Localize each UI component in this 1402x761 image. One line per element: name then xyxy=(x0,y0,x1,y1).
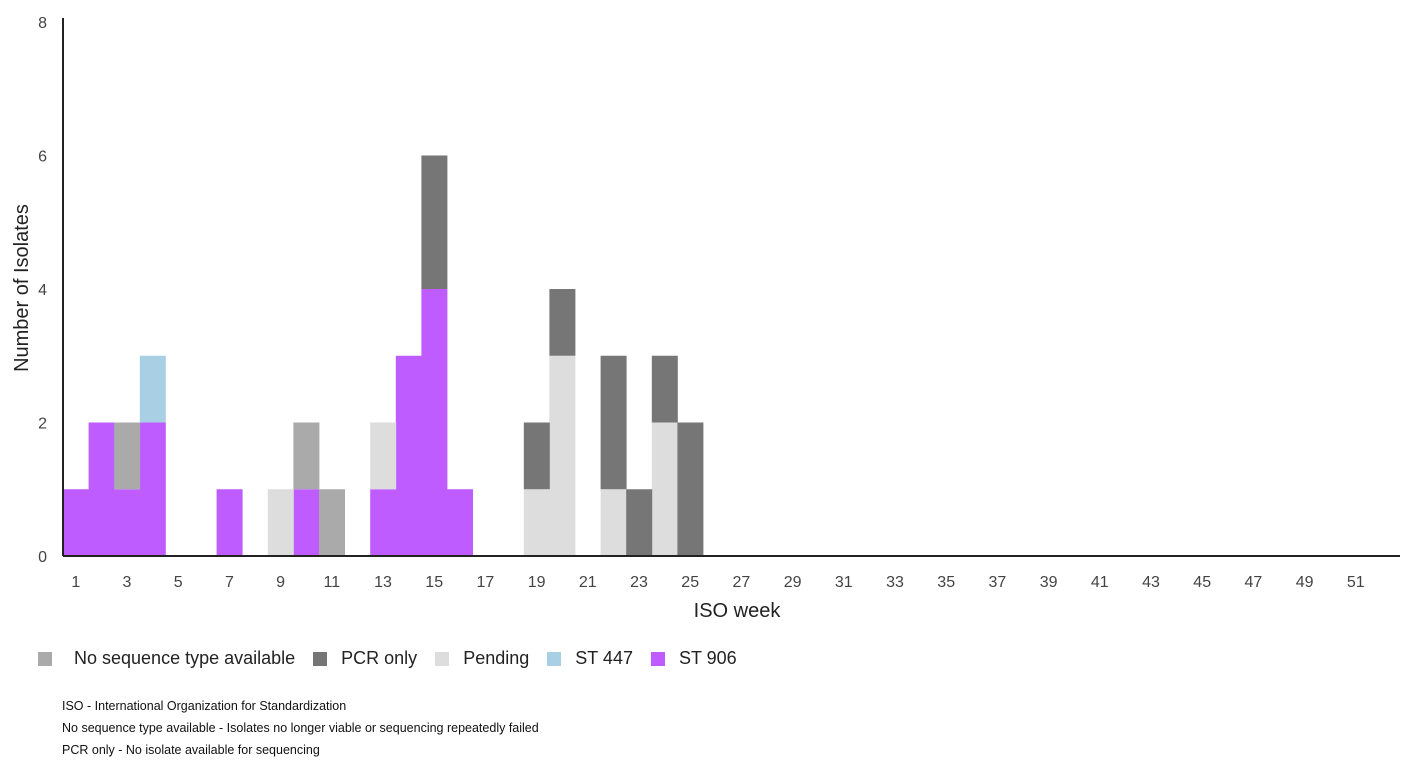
legend-swatch-st-447 xyxy=(547,651,562,666)
bar-st-906-week-3 xyxy=(114,489,141,556)
x-tick-label-11: 11 xyxy=(323,574,340,591)
footnote-pcr-only: PCR only - No isolate available for sequ… xyxy=(62,743,320,757)
legend-swatch-no-sequence-type-available xyxy=(38,651,52,666)
bar-pcr-only-week-22 xyxy=(600,355,627,490)
bar-st-906-week-1 xyxy=(63,489,89,556)
bar-st-447-week-4 xyxy=(139,355,166,423)
x-tick-label-17: 17 xyxy=(477,574,495,591)
legend-item-pending: Pending xyxy=(435,648,529,669)
x-tick-label-31: 31 xyxy=(835,574,853,591)
x-tick-label-37: 37 xyxy=(989,574,1007,591)
x-tick-label-9: 9 xyxy=(276,574,285,591)
legend-swatch-st-906 xyxy=(650,651,665,666)
legend-item-st-447: ST 447 xyxy=(547,648,633,669)
x-tick-label-15: 15 xyxy=(425,574,443,591)
x-tick-label-41: 41 xyxy=(1091,574,1109,591)
bar-pcr-only-week-19 xyxy=(523,422,550,490)
bar-st-906-week-15 xyxy=(421,289,448,556)
x-tick-label-23: 23 xyxy=(630,574,648,591)
x-tick-label-3: 3 xyxy=(123,574,132,591)
x-tick-label-35: 35 xyxy=(937,574,955,591)
bar-no-sequence-type-available-week-3 xyxy=(114,422,141,490)
y-tick-labels: 0 2 4 6 8 xyxy=(38,15,47,566)
x-tick-label-39: 39 xyxy=(1040,574,1058,591)
footnotes: ISO - International Organization for Sta… xyxy=(62,695,539,761)
x-tick-labels: 1 3 5 7 9 11 13 15 17 19 21 23 25 27 29 31 33 35 37 39 41 43 4… xyxy=(71,574,1364,591)
x-tick-label-21: 21 xyxy=(579,574,597,591)
legend-swatch-pending xyxy=(435,651,450,666)
x-tick-label-25: 25 xyxy=(681,574,699,591)
bar-st-906-week-14 xyxy=(395,355,422,556)
bar-pcr-only-week-15 xyxy=(421,155,448,289)
footnote-iso: ISO - International Organization for Sta… xyxy=(62,699,347,713)
bar-pcr-only-week-24 xyxy=(651,355,678,423)
x-tick-label-49: 49 xyxy=(1296,574,1314,591)
bar-pending-week-19 xyxy=(523,489,550,556)
bar-st-906-week-4 xyxy=(139,422,166,556)
bar-st-906-week-13 xyxy=(370,489,397,556)
bar-st-906-week-2 xyxy=(88,422,115,556)
legend-label-st-447: ST 447 xyxy=(575,648,633,668)
x-tick-label-7: 7 xyxy=(225,574,234,591)
y-tick-label-4: 4 xyxy=(38,282,47,299)
legend-item-pcr-only: PCR only xyxy=(313,648,417,669)
bar-pending-week-9 xyxy=(267,489,294,556)
bar-pending-week-20 xyxy=(549,355,576,556)
legend-item-no-sequence-type-available: No sequence type available xyxy=(38,648,295,669)
legend-item-st-906: ST 906 xyxy=(650,648,737,669)
bars-layer xyxy=(63,155,704,556)
bar-pcr-only-week-23 xyxy=(626,489,653,556)
x-tick-label-47: 47 xyxy=(1245,574,1263,591)
bar-pending-week-13 xyxy=(370,422,397,490)
x-tick-label-1: 1 xyxy=(71,574,80,591)
bar-no-sequence-type-available-week-11 xyxy=(319,489,345,556)
legend-swatch-pcr-only xyxy=(313,651,328,666)
x-tick-label-51: 51 xyxy=(1347,574,1365,591)
y-tick-label-8: 8 xyxy=(38,15,47,32)
x-tick-label-27: 27 xyxy=(733,574,751,591)
legend-label-st-906: ST 906 xyxy=(678,648,737,668)
x-tick-label-19: 19 xyxy=(528,574,546,591)
bar-st-906-week-16 xyxy=(447,489,473,556)
x-tick-label-33: 33 xyxy=(886,574,904,591)
footnote-no-sequence: No sequence type available - Isolates no… xyxy=(62,721,539,735)
legend: No sequence type available PCR only Pendin… xyxy=(38,648,755,669)
x-axis-title: ISO week xyxy=(694,600,782,622)
y-axis-title: Number of Isolates xyxy=(11,204,33,372)
legend-label-pcr-only: PCR only xyxy=(341,648,418,668)
legend-label-pending: Pending xyxy=(463,648,530,668)
bar-pending-week-24 xyxy=(651,422,678,556)
bar-st-906-week-7 xyxy=(216,489,243,556)
bar-pcr-only-week-25 xyxy=(677,422,704,556)
x-tick-label-29: 29 xyxy=(784,574,802,591)
x-tick-label-13: 13 xyxy=(374,574,392,591)
y-tick-label-0: 0 xyxy=(38,549,47,566)
bar-pcr-only-week-20 xyxy=(549,289,576,356)
bar-pending-week-22 xyxy=(600,489,627,556)
bar-st-906-week-10 xyxy=(293,489,320,556)
legend-label-no-sequence-type-available: No sequence type available xyxy=(74,648,296,668)
y-tick-label-6: 6 xyxy=(38,149,47,166)
y-tick-label-2: 2 xyxy=(38,416,47,433)
x-tick-label-45: 45 xyxy=(1193,574,1211,591)
bar-no-sequence-type-available-week-10 xyxy=(293,422,320,490)
x-tick-label-43: 43 xyxy=(1142,574,1160,591)
x-tick-label-5: 5 xyxy=(174,574,183,591)
